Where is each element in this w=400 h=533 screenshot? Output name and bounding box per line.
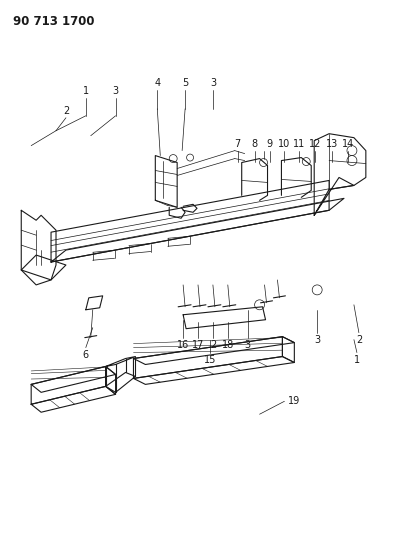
Text: 8: 8 bbox=[252, 139, 258, 149]
Text: 18: 18 bbox=[222, 340, 234, 350]
Text: 2: 2 bbox=[63, 106, 69, 116]
Text: 6: 6 bbox=[83, 350, 89, 360]
Text: 3: 3 bbox=[112, 86, 119, 96]
Text: 13: 13 bbox=[326, 139, 338, 149]
Text: 19: 19 bbox=[288, 397, 300, 406]
Text: 11: 11 bbox=[293, 139, 306, 149]
Text: 10: 10 bbox=[278, 139, 290, 149]
Text: 16: 16 bbox=[177, 340, 189, 350]
Text: 15: 15 bbox=[204, 354, 216, 365]
Text: 9: 9 bbox=[266, 139, 272, 149]
Text: 1: 1 bbox=[354, 354, 360, 365]
Text: 14: 14 bbox=[342, 139, 354, 149]
Text: 5: 5 bbox=[182, 78, 188, 88]
Text: 17: 17 bbox=[192, 340, 204, 350]
Text: 4: 4 bbox=[154, 78, 160, 88]
Text: 3: 3 bbox=[314, 335, 320, 345]
Text: 2: 2 bbox=[210, 340, 216, 350]
Text: 12: 12 bbox=[309, 139, 321, 149]
Text: 2: 2 bbox=[356, 335, 362, 345]
Text: 7: 7 bbox=[235, 139, 241, 149]
Text: 1: 1 bbox=[83, 86, 89, 96]
Text: 90 713 1700: 90 713 1700 bbox=[13, 15, 95, 28]
Text: 3: 3 bbox=[210, 78, 216, 88]
Text: 3: 3 bbox=[245, 340, 251, 350]
